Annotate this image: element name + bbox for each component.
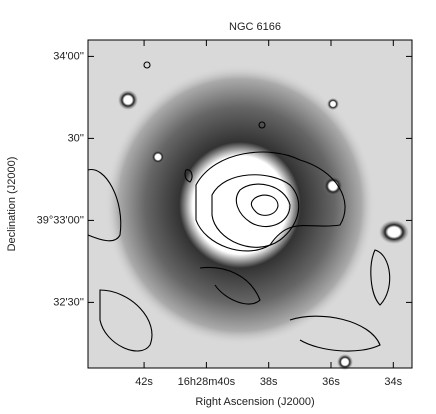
x-tick-label: 16h28m40s — [178, 376, 236, 388]
x-tick-label: 36s — [322, 376, 340, 388]
y-tick-label: 39°33'00'' — [37, 214, 84, 226]
y-tick-label: 32'30'' — [53, 296, 84, 308]
sky-image — [88, 40, 412, 370]
y-tick-label: 30'' — [68, 132, 84, 144]
x-axis-label: Right Ascension (J2000) — [195, 396, 314, 408]
x-tick-label: 38s — [260, 376, 278, 388]
x-tick-label: 34s — [384, 376, 402, 388]
plot-frame — [87, 39, 413, 369]
y-tick-label: 34'00'' — [53, 50, 84, 62]
contours — [87, 61, 391, 352]
x-tick-label: 42s — [135, 376, 153, 388]
chart-title: NGC 6166 — [229, 21, 281, 33]
y-axis-label: Declination (J2000) — [6, 157, 18, 252]
